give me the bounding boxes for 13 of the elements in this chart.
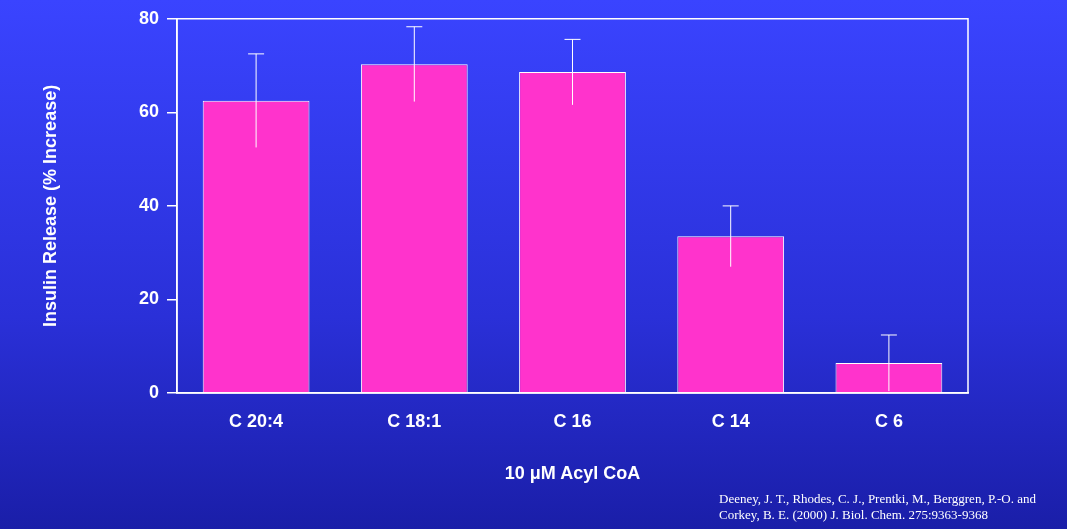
y-tick-label: 40 xyxy=(138,194,159,215)
x-axis-title: 10 μM Acyl CoA xyxy=(504,463,641,484)
x-tick-label: C 16 xyxy=(553,410,592,431)
y-tick-label: 0 xyxy=(148,381,159,402)
y-tick-label: 20 xyxy=(138,288,159,309)
x-tick-label: C 6 xyxy=(874,410,903,431)
y-axis-title: Insulin Release (% Increase) xyxy=(39,84,60,327)
text: Deeney, J. T., Rhodes, C. J., Prentki, M., Berggren, P.-O. and Corkey, B. E. (2000) J. Biol. Chem. 275:9363-9368 xyxy=(719,491,1037,523)
y-tick-label: 60 xyxy=(138,101,159,122)
x-tick-label: C 14 xyxy=(711,410,750,431)
x-tick-label: C 20:4 xyxy=(229,410,284,431)
x-tick-label: C 18:1 xyxy=(387,410,442,431)
y-tick-label: 80 xyxy=(138,7,159,28)
